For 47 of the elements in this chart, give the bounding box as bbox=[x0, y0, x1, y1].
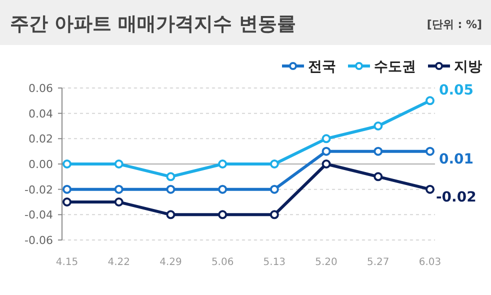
y-tick-label: -0.02 bbox=[24, 183, 53, 196]
point bbox=[218, 210, 228, 220]
x-tick-label: 5.13 bbox=[263, 257, 286, 268]
legend-label: 전국 bbox=[308, 59, 336, 75]
point bbox=[62, 160, 72, 168]
x-tick-label: 4.29 bbox=[160, 257, 182, 268]
y-tick-label: -0.04 bbox=[24, 208, 53, 222]
x-tick-label: 4.15 bbox=[56, 257, 78, 268]
y-tick-label: 0.04 bbox=[28, 107, 53, 120]
point bbox=[62, 198, 72, 206]
x-tick-label: 5.27 bbox=[367, 257, 390, 268]
point bbox=[218, 160, 228, 168]
point bbox=[426, 184, 434, 194]
point bbox=[426, 146, 434, 156]
point bbox=[322, 146, 331, 156]
point bbox=[374, 122, 383, 130]
y-tick-label: 0.00 bbox=[28, 158, 53, 171]
x-tick-label: 5.06 bbox=[211, 257, 234, 268]
legend-label: 지방 bbox=[454, 59, 482, 75]
y-tick-label: 0.06 bbox=[28, 82, 53, 95]
chart-title: 주간 아파트 매매가격지수 변동률 bbox=[10, 13, 296, 35]
point bbox=[270, 184, 279, 194]
point bbox=[114, 184, 124, 194]
point bbox=[322, 160, 331, 168]
point bbox=[374, 172, 383, 182]
x-tick-label: 5.20 bbox=[315, 257, 338, 268]
point bbox=[270, 210, 279, 220]
point bbox=[62, 184, 72, 194]
point bbox=[166, 184, 176, 194]
point bbox=[114, 198, 124, 206]
data-label: -0.02 bbox=[436, 189, 476, 206]
point bbox=[322, 134, 331, 144]
data-label: 0.05 bbox=[439, 82, 474, 99]
text: [단위 : %] bbox=[426, 18, 482, 31]
x-tick-label: 4.22 bbox=[108, 257, 130, 268]
x-tick-label: 6.03 bbox=[418, 257, 442, 268]
point bbox=[114, 160, 124, 168]
y-tick-label: -0.06 bbox=[24, 234, 53, 247]
y-tick-label: 0.02 bbox=[28, 132, 53, 146]
point bbox=[166, 172, 176, 182]
point bbox=[166, 210, 176, 220]
point bbox=[374, 146, 383, 156]
legend-label: 수도권 bbox=[374, 59, 416, 75]
point bbox=[218, 184, 228, 194]
point bbox=[426, 96, 434, 106]
point bbox=[270, 160, 279, 168]
data-label: 0.01 bbox=[439, 151, 474, 168]
